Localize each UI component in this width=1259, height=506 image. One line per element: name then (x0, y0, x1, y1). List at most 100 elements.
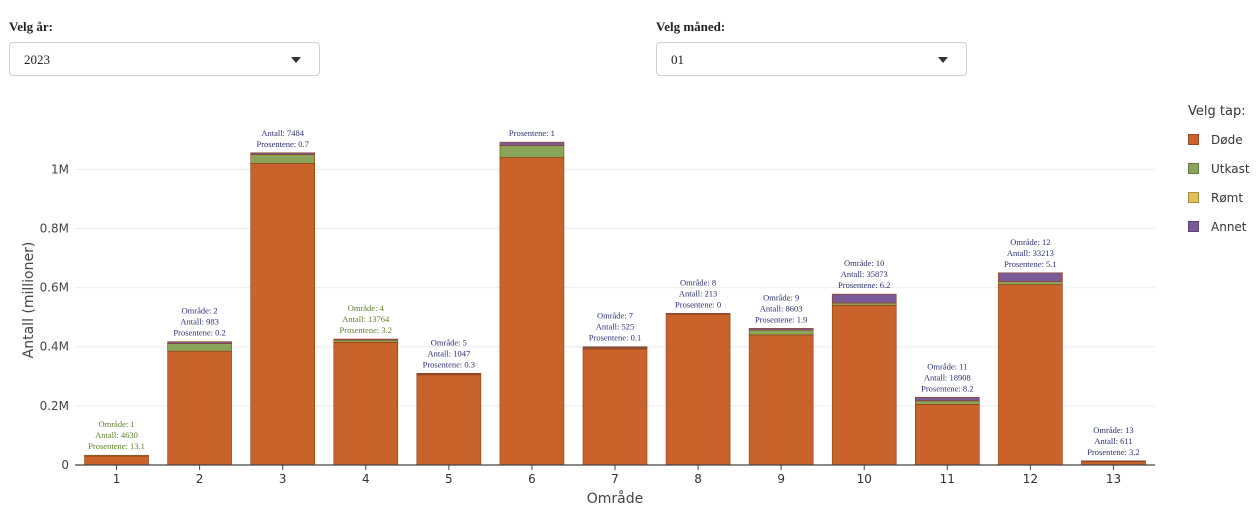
bar-annotation: Antall: 525 (596, 322, 634, 332)
x-tick-label: 3 (279, 472, 287, 486)
chevron-down-icon (291, 57, 301, 63)
bar-segment (250, 154, 315, 164)
y-tick-label: 0.4M (40, 340, 69, 354)
legend-item-dode[interactable]: Døde (1188, 125, 1250, 154)
legend-swatch (1188, 134, 1199, 145)
x-tick-label: 4 (362, 472, 370, 486)
bar-segment (748, 329, 814, 336)
bar-segment (915, 396, 980, 402)
bar-annotation: Antall: 18908 (924, 372, 971, 382)
bar-segment (915, 404, 980, 466)
bar-segment (748, 334, 814, 466)
x-tick-label: 1 (113, 472, 121, 486)
bar-segment (333, 342, 399, 466)
legend-title: Velg tap: (1188, 104, 1246, 119)
year-select-label: Velg år: (9, 19, 53, 34)
legend-label: Utkast (1211, 161, 1250, 176)
bar-annotation: Prosentene: 1 (509, 128, 555, 138)
x-axis-title: Område (587, 490, 644, 506)
x-tick-label: 5 (445, 472, 453, 486)
bar-annotation: Område: 13 (1093, 425, 1133, 435)
bar-annotation: Område: 1 (98, 419, 134, 429)
bar-annotation: Prosentene: 0.1 (589, 333, 641, 343)
year-select[interactable]: 2023 (9, 42, 320, 76)
bar-annotation: Antall: 13764 (342, 314, 390, 324)
bar-annotation: Prosentene: 13.1 (88, 441, 145, 451)
bar-segment (998, 284, 1063, 466)
bar-annotation: Prosentene: 3.2 (1087, 447, 1139, 457)
bar-annotation: Område: 11 (927, 361, 967, 371)
y-tick-label: 0.6M (40, 281, 69, 295)
bar-annotation: Prosentene: 3.2 (340, 325, 392, 335)
bar-segment (665, 313, 731, 315)
bar-annotation: Prosentene: 0.2 (173, 328, 225, 338)
bar-segment (499, 157, 565, 466)
bar-segment (665, 313, 731, 466)
bar-annotation: Antall: 983 (180, 317, 218, 327)
bar-annotation: Antall: 7484 (261, 128, 304, 138)
bar-segment (333, 338, 399, 341)
bar-segment (831, 293, 897, 304)
legend-swatch (1188, 221, 1199, 232)
bar-segment (915, 400, 980, 405)
bar-annotation: Område: 12 (1010, 237, 1050, 247)
bar-annotation: Prosentene: 0.7 (256, 139, 308, 149)
bar-segment (167, 343, 232, 352)
legend: Velg tap: Døde Utkast Rømt Annet (1188, 104, 1250, 241)
legend-label: Døde (1211, 132, 1243, 147)
month-select[interactable]: 01 (656, 42, 967, 76)
x-tick-label: 11 (940, 472, 955, 486)
bar-annotation: Område: 8 (680, 277, 716, 287)
bar-annotation: Prosentene: 5.1 (1004, 259, 1056, 269)
legend-item-utkast[interactable]: Utkast (1188, 154, 1250, 183)
legend-swatch (1188, 192, 1199, 203)
x-tick-label: 2 (196, 472, 204, 486)
bar-segment (831, 302, 897, 306)
bar-segment (582, 348, 648, 466)
bar-segment (416, 374, 482, 466)
bar-annotation: Antall: 35873 (841, 269, 888, 279)
bar-annotation: Prosentene: 8.2 (921, 383, 973, 393)
x-tick-label: 6 (528, 472, 536, 486)
bar-segment (748, 328, 814, 331)
bar-segment (84, 455, 149, 466)
bar-segment (84, 454, 149, 457)
bar-annotation: Område: 10 (844, 258, 884, 268)
bar-annotation: Prosentene: 0.3 (423, 359, 475, 369)
legend-item-annet[interactable]: Annet (1188, 212, 1250, 241)
x-tick-label: 8 (694, 472, 702, 486)
month-select-label: Velg måned: (656, 19, 726, 34)
bar-annotation: Antall: 213 (679, 288, 717, 298)
x-tick-label: 9 (777, 472, 785, 486)
bar-annotation: Område: 5 (431, 337, 467, 347)
bar-segment (499, 141, 565, 146)
bar-annotation: Antall: 8603 (760, 303, 803, 313)
legend-label: Rømt (1211, 190, 1244, 205)
bar-annotation: Prosentene: 6.2 (838, 280, 890, 290)
year-select-value: 2023 (24, 52, 50, 67)
legend-label: Annet (1211, 219, 1247, 234)
bar-segment (998, 281, 1063, 285)
bar-annotation: Antall: 611 (1094, 436, 1132, 446)
x-tick-label: 13 (1106, 472, 1121, 486)
bar-annotation: Prosentene: 1.9 (755, 314, 807, 324)
x-tick-label: 7 (611, 472, 619, 486)
bar-annotation: Område: 2 (182, 306, 218, 316)
y-tick-label: 0 (61, 458, 69, 472)
bar-segment (416, 373, 482, 375)
bar-segment (333, 339, 399, 343)
bar-annotation: Antall: 33213 (1007, 248, 1054, 258)
legend-item-romt[interactable]: Rømt (1188, 183, 1250, 212)
x-tick-label: 12 (1023, 472, 1038, 486)
bar-segment (499, 145, 565, 158)
month-select-value: 01 (671, 52, 684, 67)
y-tick-label: 1M (51, 162, 69, 176)
y-tick-label: 0.8M (40, 221, 69, 235)
bar-segment (167, 350, 232, 466)
bar-segment (831, 305, 897, 466)
bar-segment (250, 163, 315, 466)
bar-annotation: Antall: 4630 (95, 430, 138, 440)
bar-annotation: Område: 4 (348, 303, 385, 313)
y-axis-title: Antall (millioner) (21, 242, 37, 359)
